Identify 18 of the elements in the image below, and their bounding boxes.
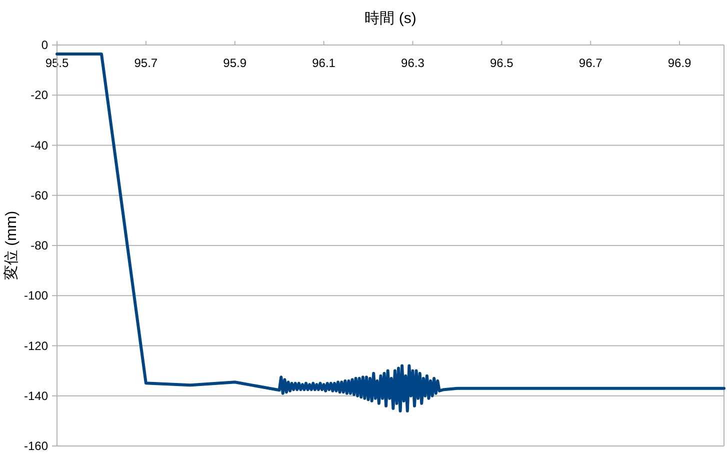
y-tick-label: -120 [24, 338, 48, 353]
y-tick-label: -40 [30, 138, 48, 152]
x-tick-label: 95.9 [223, 56, 247, 70]
y-tick-label: -20 [30, 88, 48, 102]
y-tick-label: 0 [41, 38, 48, 52]
y-tick-label: -100 [24, 288, 48, 303]
y-tick-label: -140 [24, 388, 48, 403]
y-tick-label: -80 [30, 238, 48, 252]
x-tick-label: 96.7 [578, 56, 603, 70]
x-tick-label: 95.7 [134, 56, 158, 70]
x-tick-label: 96.9 [668, 56, 692, 70]
y-axis-title: 変位 (mm) [3, 210, 20, 280]
x-tick-label: 96.5 [490, 56, 514, 70]
x-axis-title: 時間 (s) [364, 10, 416, 27]
y-tick-label: -160 [24, 439, 48, 453]
x-tick-label: 96.1 [312, 56, 336, 70]
y-tick-label: -60 [30, 188, 48, 202]
x-tick-label: 96.3 [401, 56, 425, 70]
